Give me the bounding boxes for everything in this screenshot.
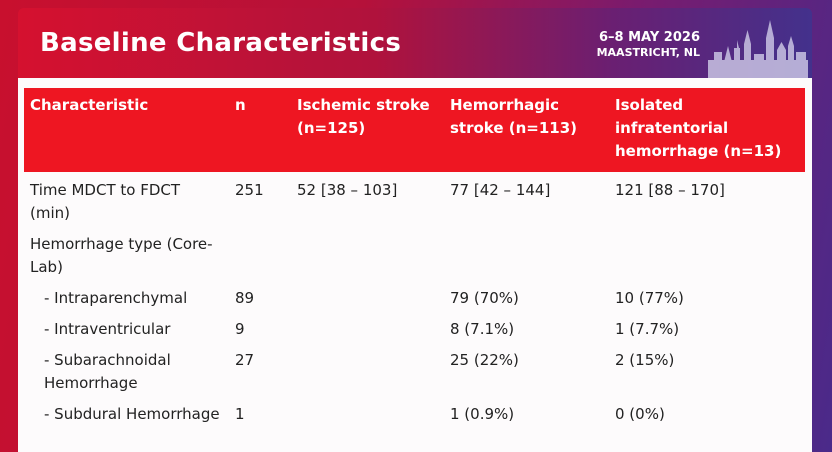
baseline-table: Characteristic n Ischemic stroke (n=125)… <box>24 88 805 432</box>
slide-header: Baseline Characteristics 6–8 MAY 2026 MA… <box>18 8 812 78</box>
slide-title: Baseline Characteristics <box>40 28 402 58</box>
cell-hemorrhagic: 1 (0.9%) <box>450 405 515 423</box>
cell-isolated: 0 (0%) <box>615 405 665 423</box>
cell-n: 251 <box>235 181 264 199</box>
table-row: - Intraventricular 9 8 (7.1%) 1 (7.7%) <box>24 316 805 347</box>
cell-ischemic <box>291 231 444 285</box>
cell-characteristic: Time MDCT to FDCT (min) <box>30 181 181 222</box>
table-header-row: Characteristic n Ischemic stroke (n=125)… <box>24 88 805 172</box>
cell-isolated: 2 (15%) <box>615 351 675 369</box>
cell-ischemic <box>291 401 444 432</box>
cell-ischemic <box>291 316 444 347</box>
cell-n: 1 <box>235 405 245 423</box>
slide: Baseline Characteristics 6–8 MAY 2026 MA… <box>18 8 812 452</box>
cell-hemorrhagic: 8 (7.1%) <box>450 320 515 338</box>
col-header-characteristic: Characteristic <box>24 88 229 172</box>
col-header-n: n <box>229 88 291 172</box>
maastricht-skyline-icon <box>708 20 808 78</box>
cell-n: 9 <box>235 320 245 338</box>
cell-isolated: 1 (7.7%) <box>615 320 680 338</box>
col-header-hemorrhagic: Hemorrhagic stroke (n=113) <box>444 88 609 172</box>
cell-hemorrhagic: 79 (70%) <box>450 289 519 307</box>
cell-n <box>229 231 291 285</box>
table-row: - Subarachnoidal Hemorrhage 27 25 (22%) … <box>24 347 805 401</box>
cell-characteristic: - Intraventricular <box>44 320 171 338</box>
cell-hemorrhagic: 77 [42 – 144] <box>450 181 551 199</box>
cell-isolated: 10 (77%) <box>615 289 684 307</box>
cell-hemorrhagic <box>444 231 609 285</box>
cell-ischemic: 52 [38 – 103] <box>297 181 398 199</box>
cell-characteristic: Hemorrhage type (Core-Lab) <box>30 235 213 276</box>
cell-isolated <box>609 231 805 285</box>
cell-n: 89 <box>235 289 255 307</box>
table-row: - Subdural Hemorrhage 1 1 (0.9%) 0 (0%) <box>24 401 805 432</box>
cell-isolated: 121 [88 – 170] <box>615 181 725 199</box>
col-header-isolated: Isolated infratentorial hemorrhage (n=13… <box>609 88 805 172</box>
col-header-ischemic: Ischemic stroke (n=125) <box>291 88 444 172</box>
table-row: Time MDCT to FDCT (min) 251 52 [38 – 103… <box>24 172 805 231</box>
table-row: - Intraparenchymal 89 79 (70%) 10 (77%) <box>24 285 805 316</box>
event-location: MAASTRICHT, NL <box>596 46 700 59</box>
cell-ischemic <box>291 285 444 316</box>
slide-content: Characteristic n Ischemic stroke (n=125)… <box>18 78 812 452</box>
cell-hemorrhagic: 25 (22%) <box>450 351 519 369</box>
event-date: 6–8 MAY 2026 <box>599 30 700 45</box>
event-info: 6–8 MAY 2026 MAASTRICHT, NL <box>597 30 700 60</box>
cell-ischemic <box>291 347 444 401</box>
cell-characteristic: - Intraparenchymal <box>44 289 188 307</box>
cell-n: 27 <box>235 351 255 369</box>
table-row: Hemorrhage type (Core-Lab) <box>24 231 805 285</box>
cell-characteristic: - Subarachnoidal Hemorrhage <box>44 351 171 392</box>
cell-characteristic: - Subdural Hemorrhage <box>44 405 220 423</box>
